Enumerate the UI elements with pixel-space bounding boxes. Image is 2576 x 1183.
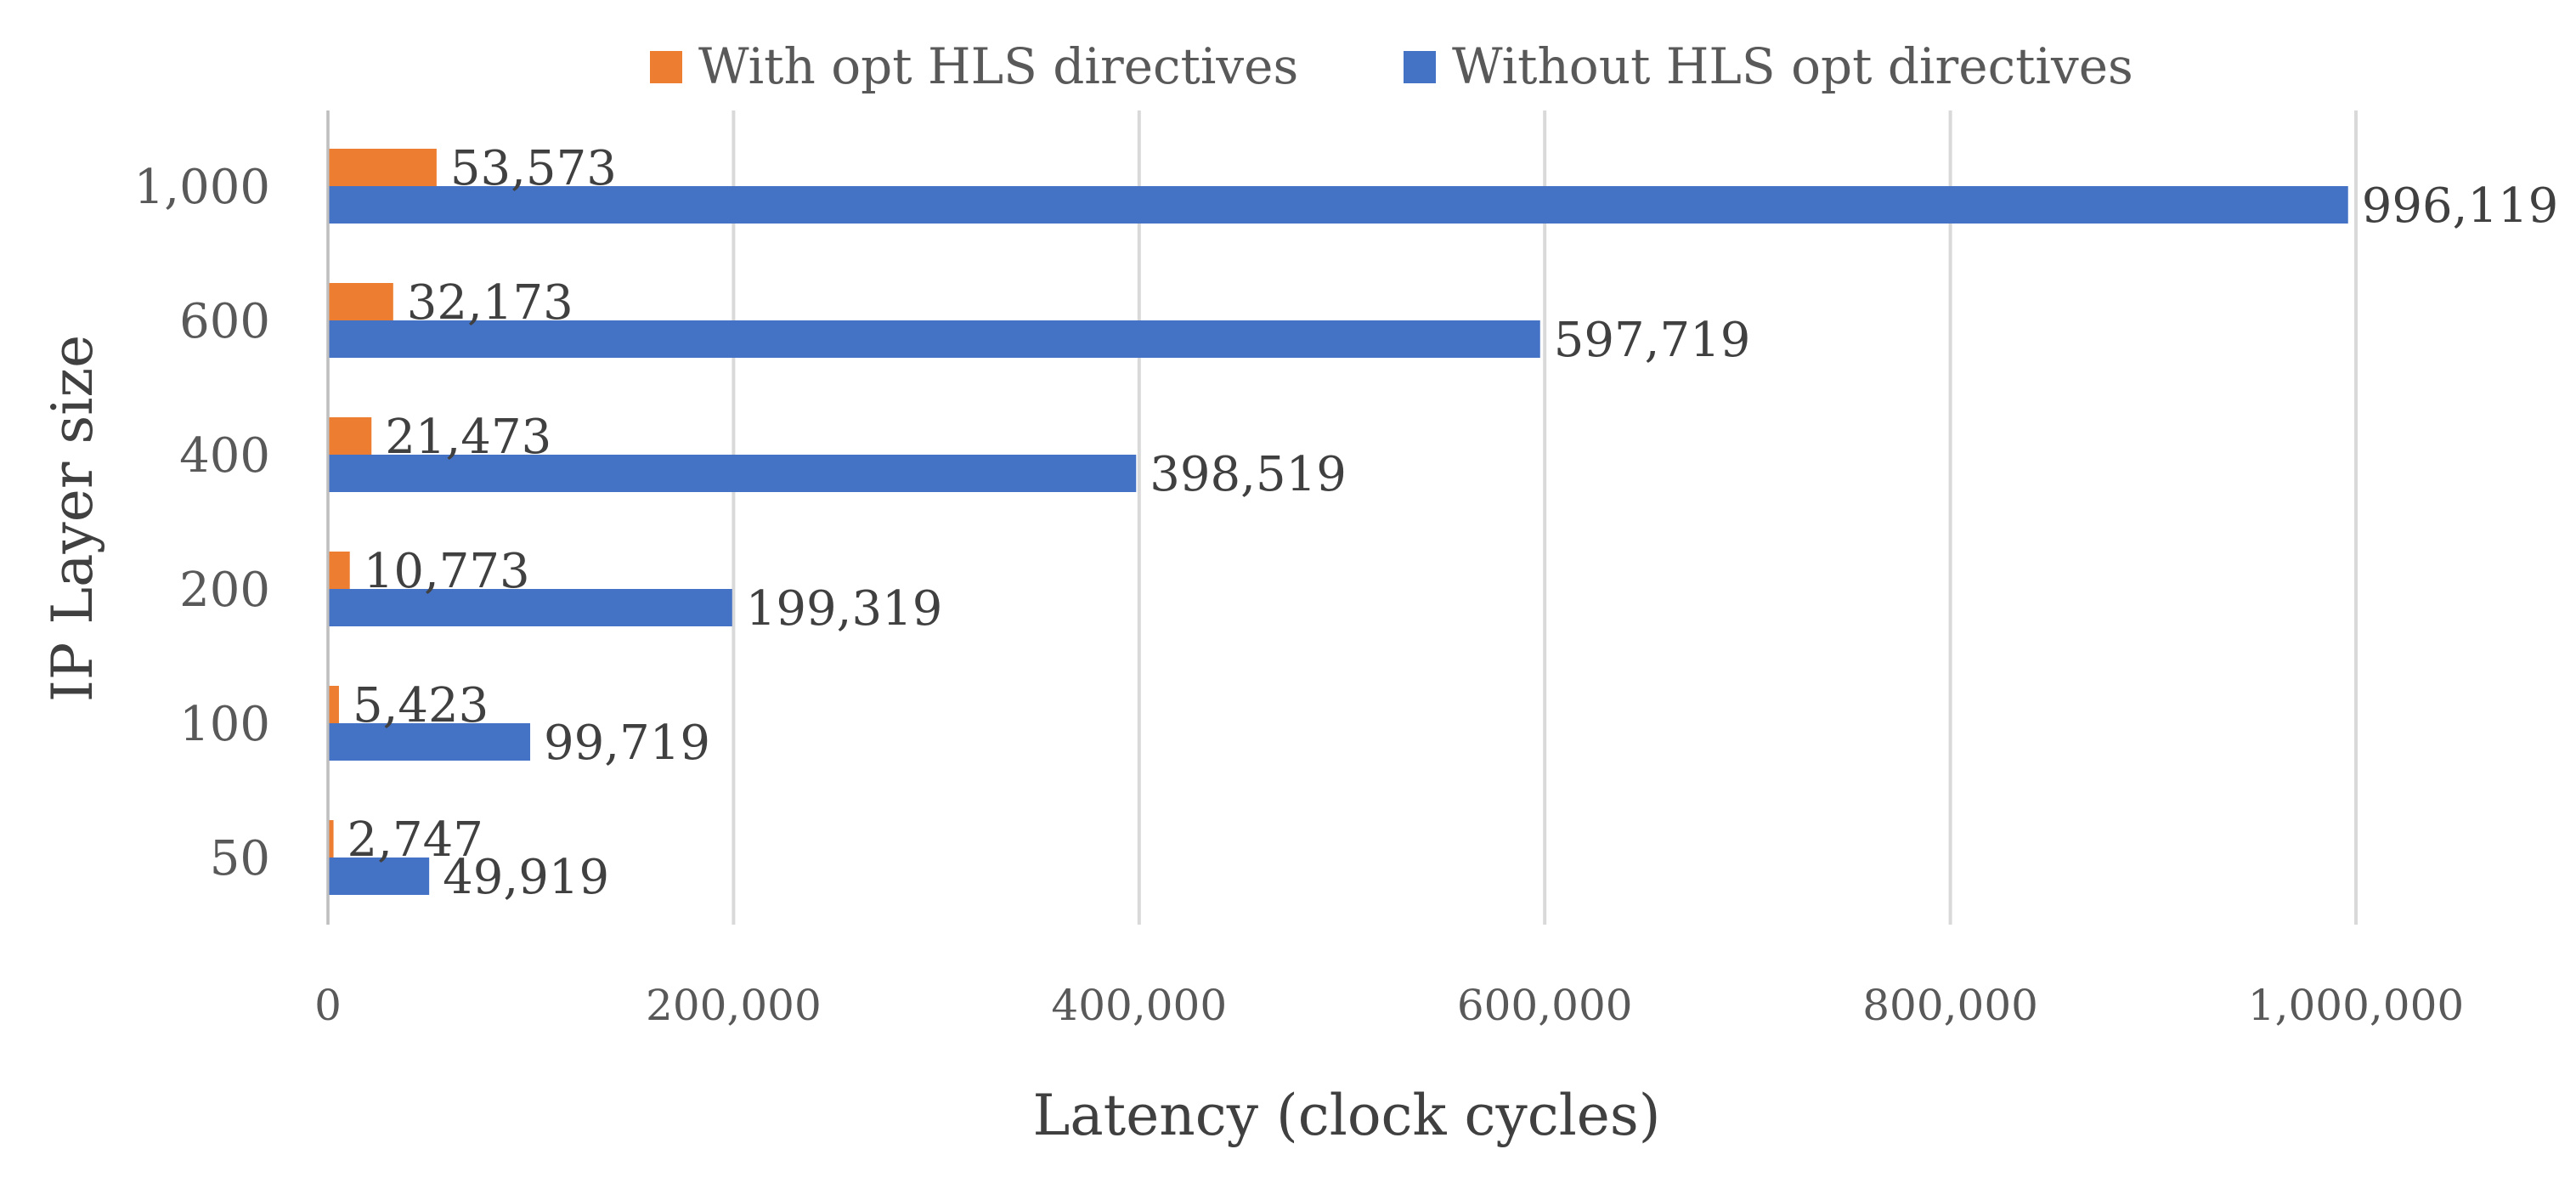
data-label: 21,473 — [385, 410, 551, 465]
x-tick-label: 1,000,000 — [2248, 981, 2464, 1030]
bar-without-opt — [328, 455, 1137, 492]
x-tick-label: 600,000 — [1457, 981, 1633, 1030]
bar-with-opt — [328, 283, 393, 320]
bar-with-opt — [328, 552, 350, 589]
data-label: 996,119 — [2362, 178, 2559, 234]
legend-swatch — [1404, 51, 1436, 83]
data-label: 597,719 — [1554, 313, 1751, 368]
x-tick-label: 200,000 — [646, 981, 822, 1030]
data-label: 398,519 — [1150, 447, 1347, 502]
bar-without-opt — [328, 320, 1540, 358]
axes: 0 200,000 400,000 600,000 800,000 1,000,000 50… — [134, 110, 2464, 1030]
bars — [328, 149, 2348, 895]
x-tick-label: 0 — [314, 981, 342, 1030]
x-tick-label: 800,000 — [1862, 981, 2038, 1030]
data-label: 10,773 — [364, 544, 530, 599]
bar-with-opt — [328, 149, 437, 186]
y-tick-label: 50 — [210, 831, 270, 886]
data-label: 99,719 — [544, 716, 710, 771]
legend: With opt HLS directives Without HLS opt d… — [650, 37, 2133, 95]
data-label: 199,319 — [746, 581, 943, 637]
bar-with-opt — [328, 820, 334, 858]
y-axis-title: IP Layer size — [40, 335, 105, 702]
data-label: 53,573 — [450, 141, 617, 196]
y-tick-label: 600 — [179, 294, 270, 349]
x-tick-label: 400,000 — [1051, 981, 1227, 1030]
gridlines — [326, 110, 2358, 925]
legend-swatch — [650, 51, 682, 83]
bar-with-opt — [328, 686, 339, 723]
bar-with-opt — [328, 417, 372, 455]
data-label: 5,423 — [353, 678, 489, 733]
x-axis-title: Latency (clock cycles) — [1033, 1083, 1661, 1148]
y-tick-label: 1,000 — [134, 160, 270, 215]
data-label: 2,747 — [347, 812, 483, 868]
data-label: 49,919 — [443, 850, 609, 905]
legend-label: Without HLS opt directives — [1452, 37, 2133, 95]
y-tick-label: 200 — [179, 563, 270, 618]
bar-without-opt — [328, 858, 430, 895]
legend-label: With opt HLS directives — [698, 37, 1298, 95]
bar-without-opt — [328, 186, 2348, 224]
bar-without-opt — [328, 589, 732, 626]
bar-without-opt — [328, 723, 531, 761]
data-label: 32,173 — [407, 275, 573, 331]
y-tick-label: 400 — [179, 428, 270, 484]
y-tick-label: 100 — [179, 697, 270, 752]
